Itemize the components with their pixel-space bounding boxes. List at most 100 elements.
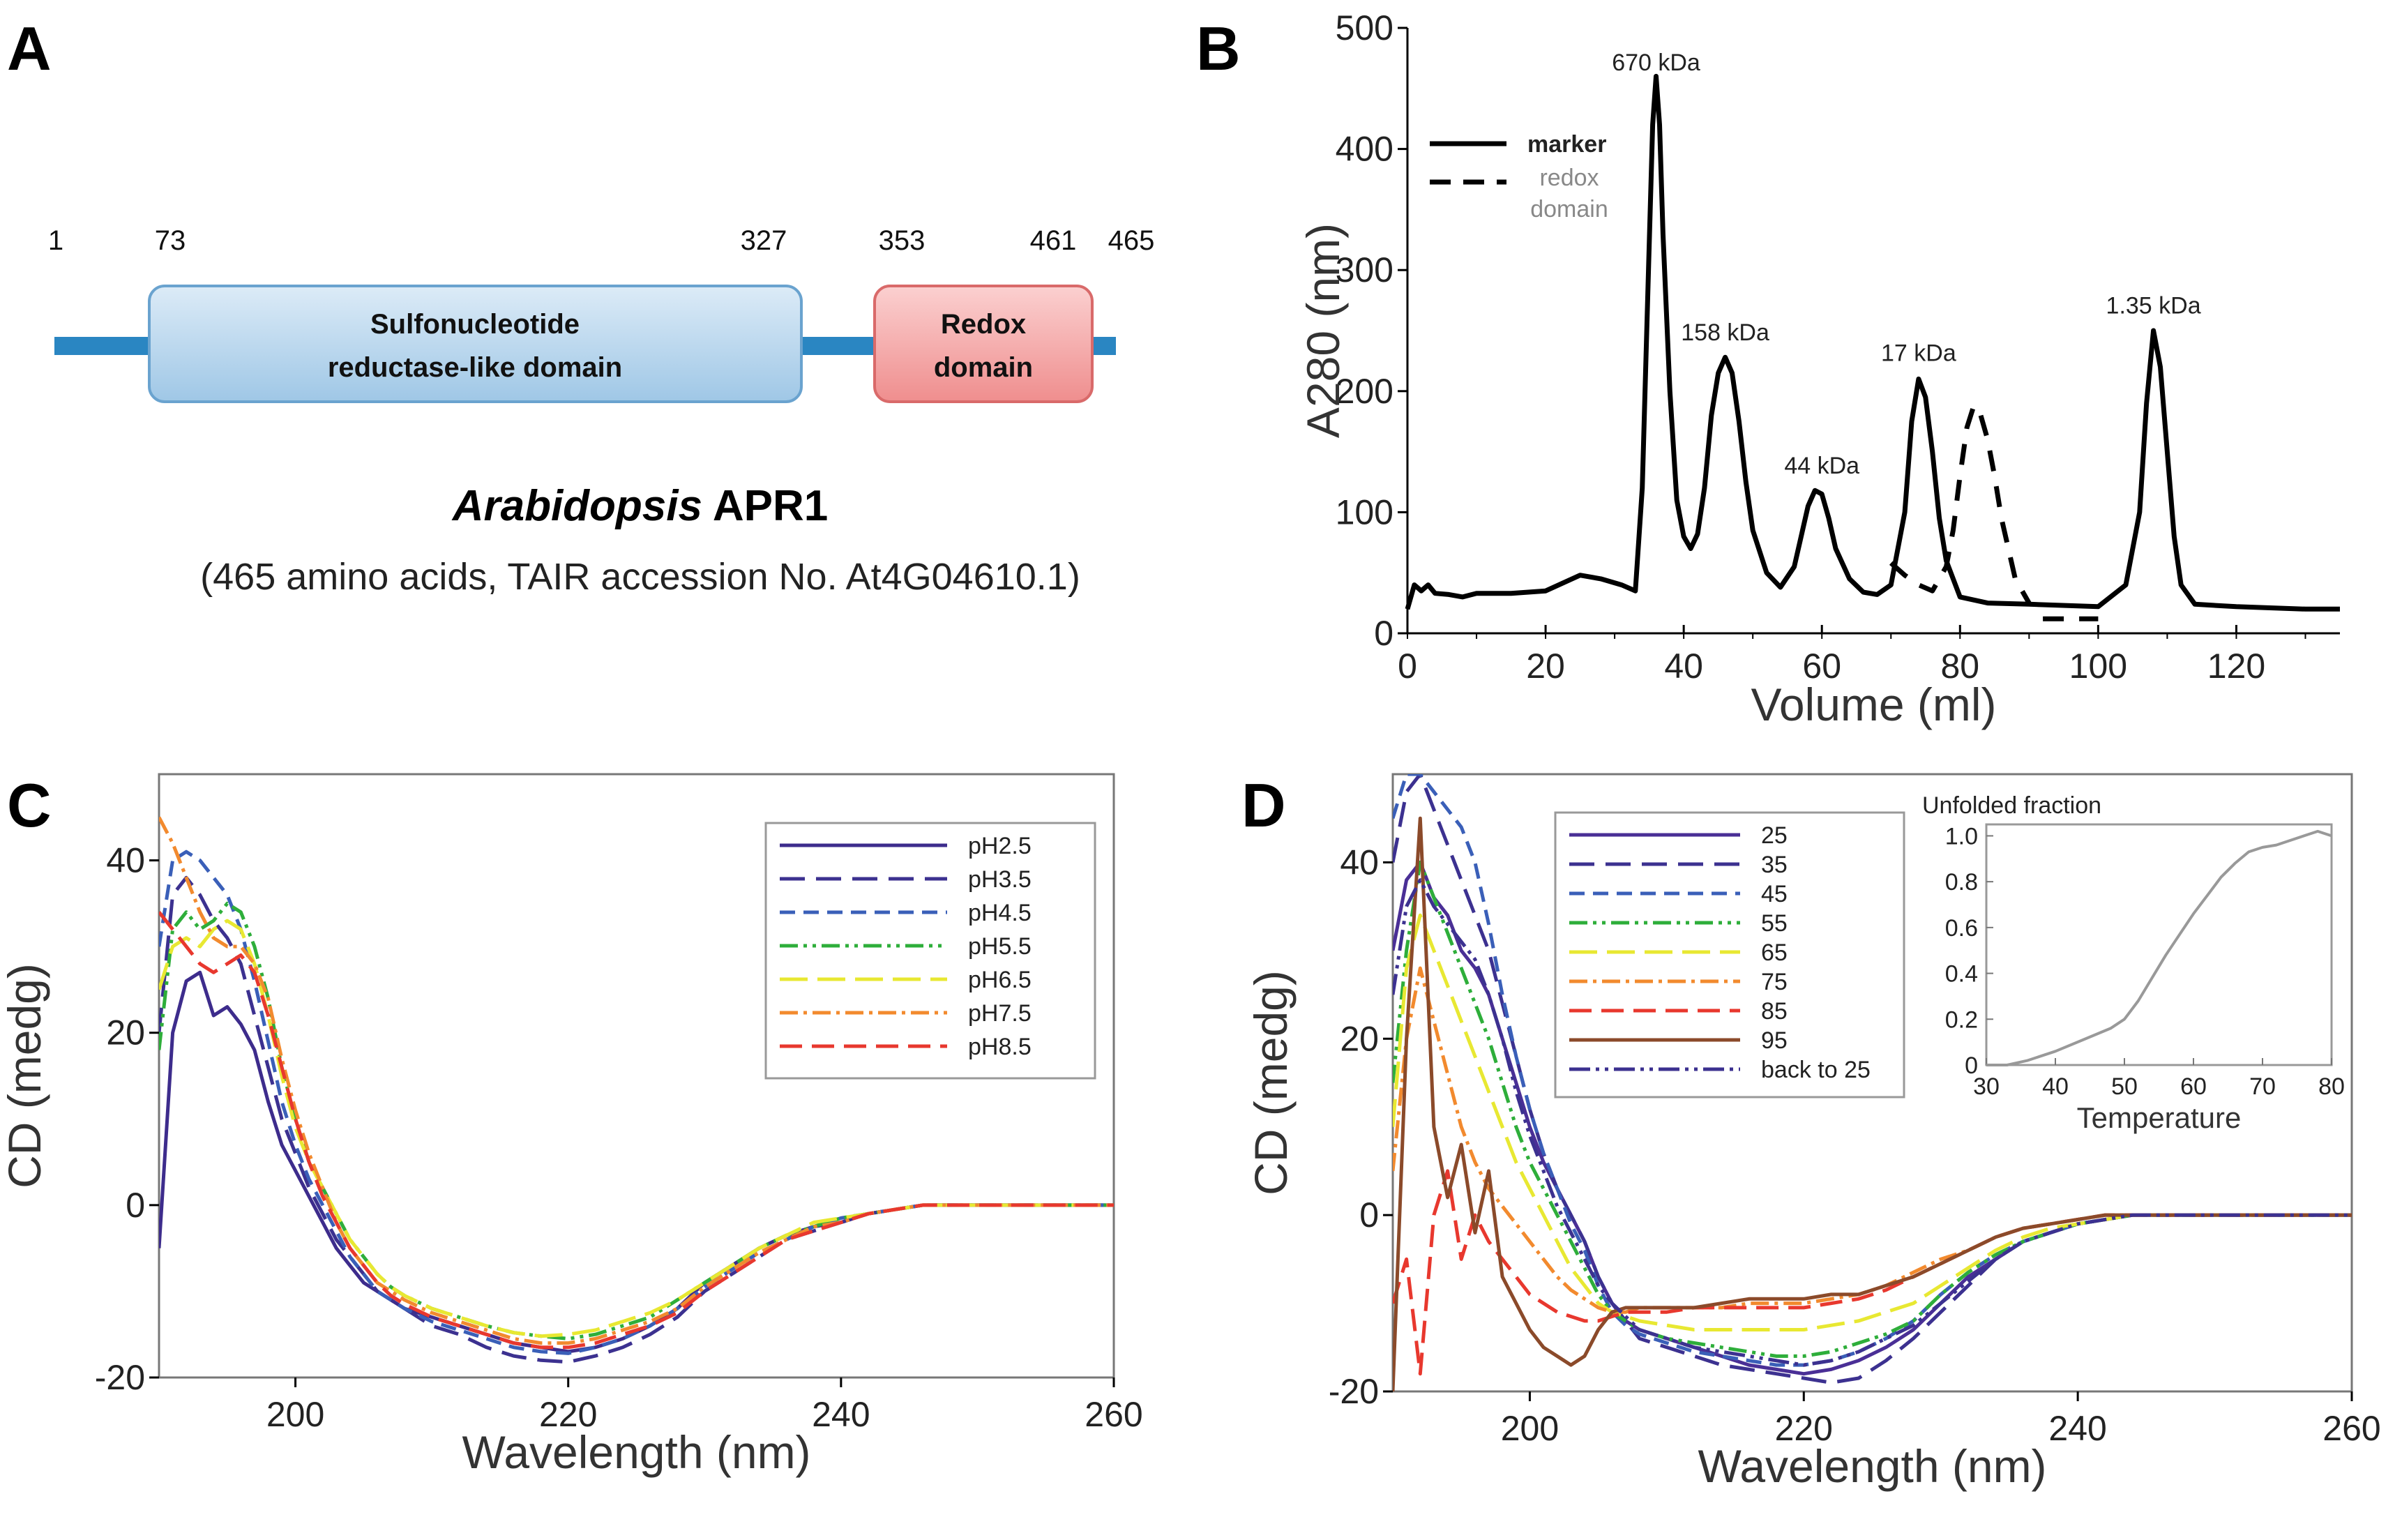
legend-label: 45 — [1761, 881, 1788, 907]
legend-label: pH5.5 — [968, 933, 1032, 960]
cd-line-pH4.5 — [159, 850, 1114, 1355]
legend-label: pH6.5 — [968, 967, 1032, 993]
legend-box — [764, 822, 1096, 1080]
inset-y-tick-label: 0 — [1965, 1052, 1978, 1079]
inset-x-tick-label: 80 — [2318, 1073, 2345, 1100]
x-tick-label: 220 — [1775, 1409, 1833, 1448]
legend-label-domain: domain — [1530, 196, 1608, 222]
line-marker — [1405, 73, 2340, 612]
legend-label: pH3.5 — [968, 866, 1032, 893]
cd-line-95 — [1393, 816, 2352, 1391]
y-tick-label: 200 — [1336, 372, 1393, 411]
inset-unfolded-curve — [1986, 829, 2332, 1066]
sulfonucleotide-domain-box — [148, 285, 803, 403]
position-1: 1 — [48, 225, 63, 256]
y-tick-label: 300 — [1336, 250, 1393, 289]
x-tick-label: 240 — [2048, 1409, 2106, 1448]
y-tick-label: 0 — [1359, 1195, 1379, 1235]
panel-letter-d: D — [1241, 771, 1286, 840]
y-tick-label: 20 — [106, 1013, 145, 1052]
position-461: 461 — [1030, 225, 1077, 256]
y-tick-label: -20 — [1329, 1372, 1379, 1411]
inset-x-tick-label: 60 — [2180, 1073, 2207, 1100]
x-tick-label: 220 — [539, 1395, 597, 1434]
x-tick-label: 0 — [1398, 647, 1417, 686]
cd-line-55 — [1393, 860, 2352, 1358]
cd-line-back-to-25 — [1393, 878, 2352, 1367]
protein-title-italic: Arabidopsis — [451, 482, 702, 530]
inset-y-tick-label: 0.2 — [1945, 1006, 1978, 1033]
y-tick-label: 40 — [106, 841, 145, 880]
inset-x-tick-label: 40 — [2042, 1073, 2069, 1100]
elution-chart: 0 20 40 60 80 100 120 0 100 200 300 400 500 Volume (m… — [1297, 8, 2340, 730]
domain1-label-line2: reductase-like domain — [328, 352, 622, 383]
x-tick-label: 20 — [1526, 647, 1565, 686]
x-axis-title: Volume (ml) — [1751, 679, 1996, 730]
legend-label: 55 — [1761, 910, 1788, 937]
panel-letter-a: A — [7, 14, 52, 83]
x-axis-title: Wavelength (nm) — [462, 1426, 810, 1478]
inset-y-tick-label: 0.6 — [1945, 915, 1978, 942]
inset-x-tick-label: 30 — [1973, 1073, 2000, 1100]
inset-y-tick-label: 1.0 — [1945, 823, 1978, 850]
legend-label: 65 — [1761, 939, 1788, 966]
inset-y-tick-label: 0.4 — [1945, 961, 1978, 988]
y-tick-label: 400 — [1336, 130, 1393, 169]
domain2-label-line2: domain — [934, 352, 1033, 383]
cd-line-pH6.5 — [159, 919, 1114, 1338]
y-axis-title: CD (medg) — [1245, 970, 1297, 1195]
domain2-label-line1: Redox — [941, 309, 1026, 340]
y-axis-title: A280 (nm) — [1297, 223, 1349, 438]
cd-line-pH7.5 — [159, 816, 1114, 1345]
panel-c: C 200 220 240 260 -20 0 20 40 Wavelength (nm) CD … — [0, 771, 1143, 1478]
legend-label: pH7.5 — [968, 1000, 1032, 1027]
position-73: 73 — [155, 225, 186, 256]
protein-title-rest: APR1 — [702, 482, 828, 530]
x-tick-label: 240 — [812, 1395, 870, 1434]
inset-y-tick-label: 0.8 — [1945, 869, 1978, 896]
legend-label: pH8.5 — [968, 1034, 1032, 1060]
legend-label: 35 — [1761, 852, 1788, 878]
x-tick-label: 60 — [1802, 647, 1841, 686]
y-tick-label: 100 — [1336, 492, 1393, 531]
cd-ph-chart: 200 220 240 260 -20 0 20 40 Wavelength (nm) CD (m… — [0, 773, 1143, 1478]
x-tick-label: 200 — [266, 1395, 324, 1434]
inset-title: Unfolded fraction — [1922, 792, 2101, 819]
legend-label: 95 — [1761, 1027, 1788, 1054]
cd-line-pH8.5 — [159, 911, 1114, 1350]
inset-x-title: Temperature — [2077, 1101, 2242, 1134]
x-tick-label: 100 — [2069, 647, 2127, 686]
protein-subtitle: (465 amino acids, TAIR accession No. At4… — [200, 556, 1080, 598]
y-tick-label: 0 — [126, 1186, 145, 1225]
redox-domain-box — [873, 285, 1094, 403]
peak-label: 44 kDa — [1784, 453, 1859, 479]
plot-frame — [158, 773, 1115, 1379]
line-redox-domain — [1889, 403, 2032, 605]
inset-frame — [1985, 823, 2333, 1066]
legend-label: pH2.5 — [968, 833, 1032, 859]
cd-temperature-chart: 200 220 240 260 -20 0 20 40 Wavelength (nm) CD (m… — [1245, 773, 2381, 1492]
protein-title: Arabidopsis APR1 — [451, 482, 829, 530]
panel-letter-b: B — [1196, 14, 1241, 83]
legend-label-marker: marker — [1527, 131, 1606, 158]
peak-label: 17 kDa — [1881, 340, 1956, 366]
x-tick-label: 120 — [2207, 647, 2265, 686]
x-tick-label: 260 — [1085, 1395, 1142, 1434]
y-tick-label: -20 — [95, 1358, 145, 1397]
legend-label: pH4.5 — [968, 900, 1032, 926]
inset-x-tick-label: 50 — [2111, 1073, 2138, 1100]
panel-b: B 0 20 40 60 80 100 120 0 100 200 300 400 500 Volume … — [1196, 8, 2340, 730]
position-465: 465 — [1108, 225, 1155, 256]
legend-label: 75 — [1761, 969, 1788, 995]
peak-label: 158 kDa — [1681, 319, 1769, 346]
y-tick-label: 40 — [1340, 843, 1379, 882]
legend-box — [1554, 811, 1905, 1099]
legend-label-redox: redox — [1539, 165, 1599, 191]
y-tick-label: 20 — [1340, 1019, 1379, 1058]
position-353: 353 — [879, 225, 926, 256]
y-axis-title: CD (medg) — [0, 963, 50, 1188]
legend-label: back to 25 — [1761, 1057, 1871, 1083]
peak-label: 1.35 kDa — [2106, 293, 2201, 319]
peak-label: 670 kDa — [1612, 50, 1700, 76]
